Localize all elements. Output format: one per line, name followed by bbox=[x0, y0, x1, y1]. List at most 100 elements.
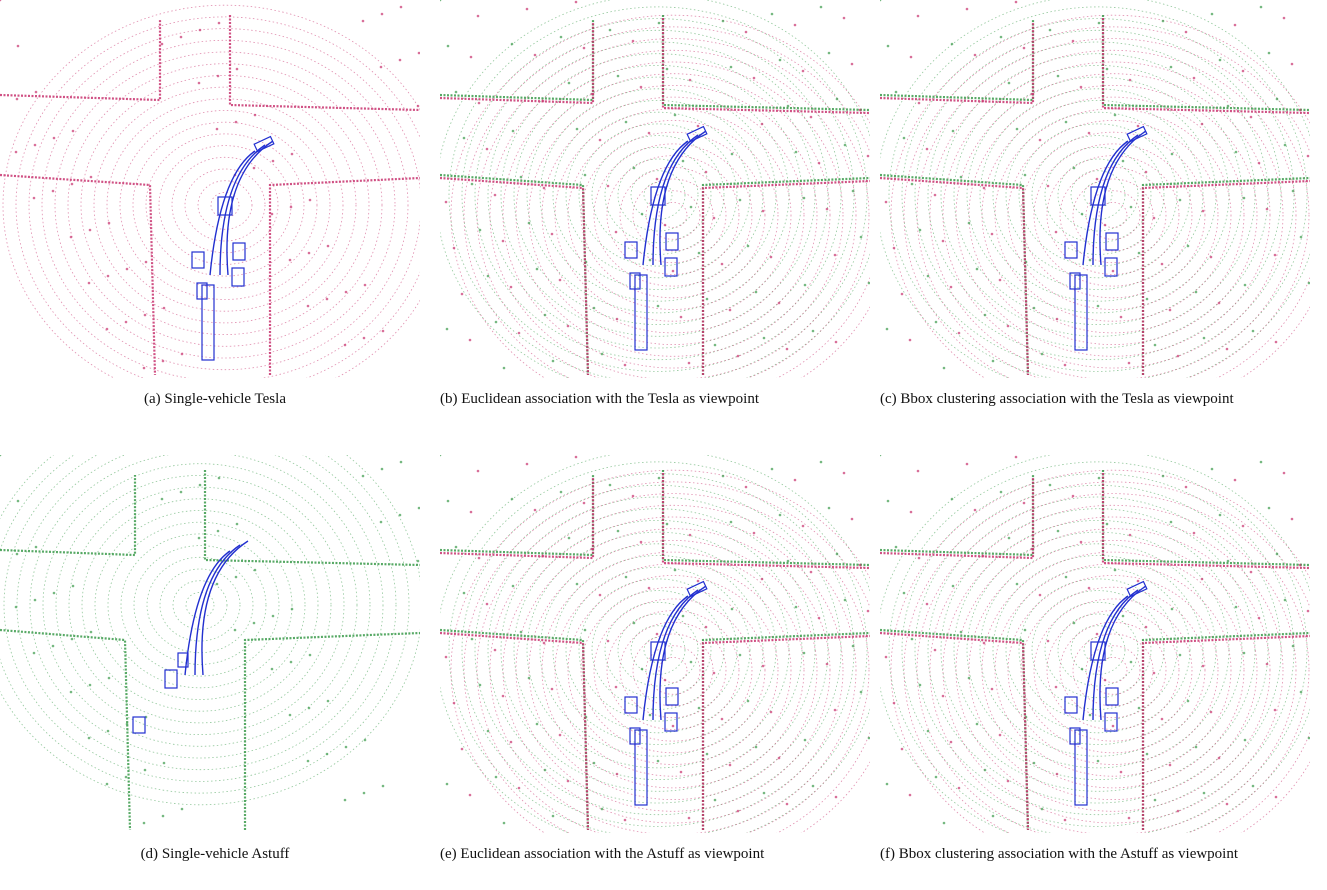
point-cluster bbox=[999, 734, 1002, 737]
point-cluster bbox=[818, 162, 821, 165]
point-cluster bbox=[542, 100, 545, 103]
point-cluster bbox=[1055, 231, 1058, 234]
point-cluster bbox=[1073, 622, 1076, 625]
point-cluster bbox=[559, 734, 562, 737]
point-cluster bbox=[363, 337, 366, 340]
road-edge bbox=[440, 475, 593, 555]
point-cluster bbox=[624, 364, 627, 367]
point-cluster bbox=[144, 314, 147, 317]
point-cluster bbox=[688, 362, 691, 365]
point-cluster bbox=[528, 677, 531, 680]
point-cluster bbox=[950, 741, 953, 744]
point-cluster bbox=[867, 155, 870, 158]
point-cluster bbox=[1081, 668, 1084, 671]
point-cluster bbox=[35, 546, 38, 549]
road-edge bbox=[230, 15, 420, 110]
scan-ring bbox=[82, 499, 318, 711]
point-cluster bbox=[461, 293, 464, 296]
point-cluster bbox=[1162, 475, 1165, 478]
point-cluster bbox=[89, 684, 92, 687]
scan-ring bbox=[107, 99, 343, 311]
point-cluster bbox=[503, 822, 506, 825]
point-cluster bbox=[762, 665, 765, 668]
point-cluster bbox=[909, 339, 912, 342]
point-cluster bbox=[1106, 68, 1109, 71]
point-cluster bbox=[1008, 537, 1011, 540]
point-cloud bbox=[880, 455, 1310, 833]
point-cluster bbox=[567, 325, 570, 328]
point-cluster bbox=[599, 594, 602, 597]
point-cluster bbox=[951, 498, 954, 501]
point-cluster bbox=[33, 652, 36, 655]
point-cloud bbox=[0, 0, 420, 378]
point-cluster bbox=[609, 29, 612, 32]
point-cluster bbox=[1300, 691, 1303, 694]
road-edge bbox=[880, 630, 1028, 830]
point-cluster bbox=[893, 702, 896, 705]
point-cluster bbox=[1266, 663, 1269, 666]
point-cluster bbox=[753, 532, 756, 535]
point-cluster bbox=[1153, 217, 1156, 220]
point-cluster bbox=[753, 77, 756, 80]
point-cluster bbox=[674, 114, 677, 117]
bounding-box bbox=[665, 258, 677, 276]
point-cluster bbox=[71, 183, 74, 186]
point-cluster bbox=[1171, 608, 1174, 611]
point-cluster bbox=[1219, 59, 1222, 62]
point-cluster bbox=[107, 275, 110, 278]
point-cluster bbox=[1177, 355, 1180, 358]
point-cluster bbox=[1088, 132, 1091, 135]
point-cluster bbox=[761, 578, 764, 581]
point-cluster bbox=[560, 36, 563, 39]
point-cluster bbox=[1171, 153, 1174, 156]
trajectory bbox=[660, 586, 706, 720]
point-cluster bbox=[1081, 213, 1084, 216]
point-cluster bbox=[181, 808, 184, 811]
point-cluster bbox=[958, 332, 961, 335]
point-cluster bbox=[163, 307, 166, 310]
point-cluster bbox=[607, 640, 610, 643]
point-cluster bbox=[844, 599, 847, 602]
point-cluster bbox=[649, 714, 652, 717]
point-cluster bbox=[272, 160, 275, 163]
point-cluster bbox=[583, 47, 586, 50]
point-cluster bbox=[53, 137, 56, 140]
point-cluster bbox=[843, 17, 846, 20]
scan-ring bbox=[477, 39, 869, 378]
point-cluster bbox=[52, 190, 55, 193]
point-cluster bbox=[1187, 700, 1190, 703]
point-cloud bbox=[0, 455, 420, 833]
point-cluster bbox=[381, 13, 384, 16]
point-cluster bbox=[658, 477, 661, 480]
bounding-box bbox=[625, 697, 637, 713]
point-cluster bbox=[72, 585, 75, 588]
point-cluster bbox=[901, 293, 904, 296]
point-cluster bbox=[730, 66, 733, 69]
point-cluster bbox=[568, 82, 571, 85]
point-cluster bbox=[976, 723, 979, 726]
point-cluster bbox=[199, 29, 202, 32]
point-cluster bbox=[616, 773, 619, 776]
point-cluster bbox=[919, 229, 922, 232]
point-cluster bbox=[697, 125, 700, 128]
point-cluster bbox=[502, 240, 505, 243]
point-cluster bbox=[601, 353, 604, 356]
point-cluster bbox=[70, 691, 73, 694]
point-cluster bbox=[1016, 583, 1019, 586]
point-cluster bbox=[982, 555, 985, 558]
point-cluster bbox=[1243, 197, 1246, 200]
point-cluster bbox=[217, 530, 220, 533]
point-cluster bbox=[35, 91, 38, 94]
trajectory bbox=[227, 141, 273, 275]
point-cluster bbox=[934, 649, 937, 652]
point-cluster bbox=[72, 130, 75, 133]
point-cluster bbox=[633, 622, 636, 625]
point-cluster bbox=[802, 525, 805, 528]
point-cluster bbox=[445, 656, 448, 659]
point-cluster bbox=[991, 688, 994, 691]
point-cluster bbox=[771, 13, 774, 16]
point-cluster bbox=[909, 794, 912, 797]
point-cluster bbox=[690, 661, 693, 664]
point-cluster bbox=[640, 541, 643, 544]
point-cluster bbox=[1154, 799, 1157, 802]
